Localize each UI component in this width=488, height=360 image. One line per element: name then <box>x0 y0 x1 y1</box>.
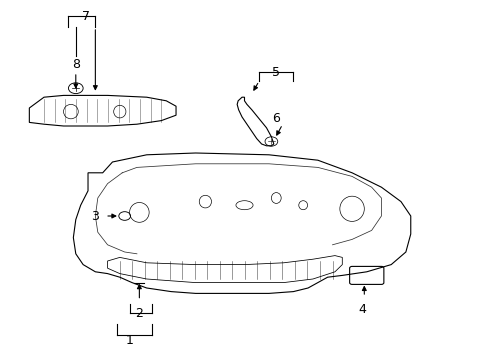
Text: 5: 5 <box>272 66 280 78</box>
Text: 4: 4 <box>357 303 365 316</box>
Text: 1: 1 <box>125 334 133 347</box>
Text: 6: 6 <box>272 112 280 125</box>
Text: 3: 3 <box>91 210 99 222</box>
Text: 2: 2 <box>135 307 143 320</box>
Text: 8: 8 <box>72 58 80 71</box>
Text: 7: 7 <box>81 10 89 23</box>
